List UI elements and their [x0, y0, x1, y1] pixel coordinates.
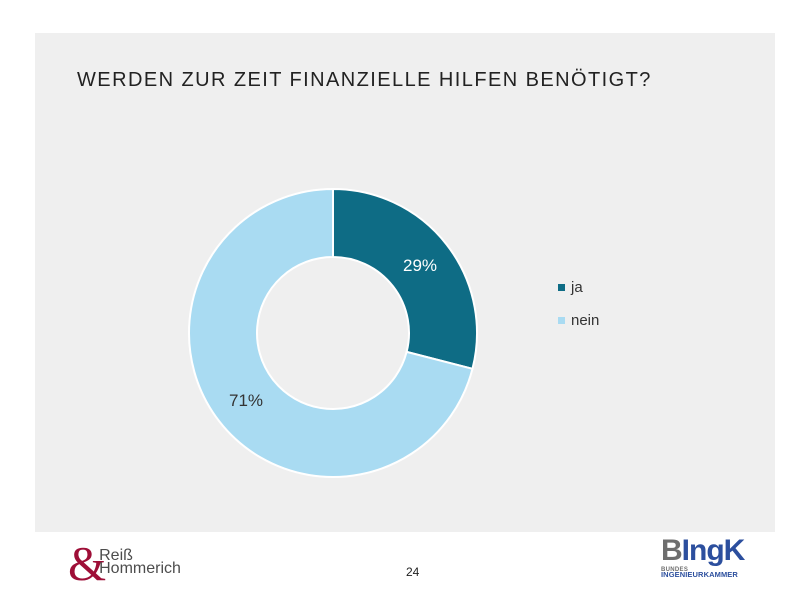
svg-text:29%: 29% [403, 256, 437, 275]
svg-text:71%: 71% [229, 391, 263, 410]
